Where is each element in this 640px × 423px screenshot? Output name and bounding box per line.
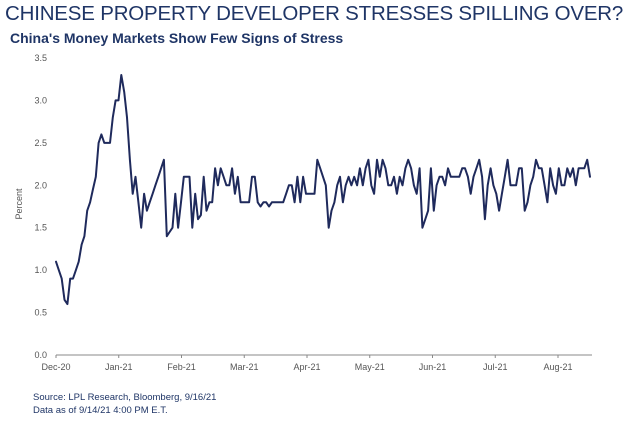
data-asof-note: Data as of 9/14/21 4:00 PM E.T.: [33, 405, 168, 416]
y-tick-label: 1.5: [34, 223, 47, 233]
x-tick-label: Apr-21: [293, 362, 320, 372]
y-axis-label: Percent: [14, 188, 24, 220]
x-tick-label: Jul-21: [483, 362, 508, 372]
series-line: [55, 74, 591, 306]
x-tick-label: May-21: [355, 362, 385, 372]
y-tick-label: 3.5: [34, 53, 47, 63]
x-tick-label: Jun-21: [419, 362, 447, 372]
x-tick-label: Dec-20: [41, 362, 70, 372]
x-tick-label: Aug-21: [543, 362, 572, 372]
y-tick-label: 0.0: [34, 350, 47, 360]
source-note: Source: LPL Research, Bloomberg, 9/16/21: [33, 392, 217, 403]
chart-subtitle: China's Money Markets Show Few Signs of …: [10, 30, 344, 46]
x-tick-label: Jan-21: [105, 362, 133, 372]
y-tick-label: 1.0: [34, 265, 47, 275]
y-tick-label: 3.0: [34, 95, 47, 105]
x-axis: Dec-20 Jan-21 Feb-21 Mar-21 Apr-21 May-21 Jun-…: [41, 355, 573, 372]
y-tick-label: 2.0: [34, 180, 47, 190]
y-axis: 0.0 0.5 1.0 1.5 2.0 2.5 3.0 3.5: [34, 53, 47, 360]
x-tick-label: Mar-21: [230, 362, 259, 372]
series-group: [55, 74, 591, 306]
y-tick-label: 0.5: [34, 308, 47, 318]
chart-title: CHINESE PROPERTY DEVELOPER STRESSES SPIL…: [5, 2, 624, 25]
x-tick-label: Feb-21: [167, 362, 196, 372]
y-tick-label: 2.5: [34, 138, 47, 148]
